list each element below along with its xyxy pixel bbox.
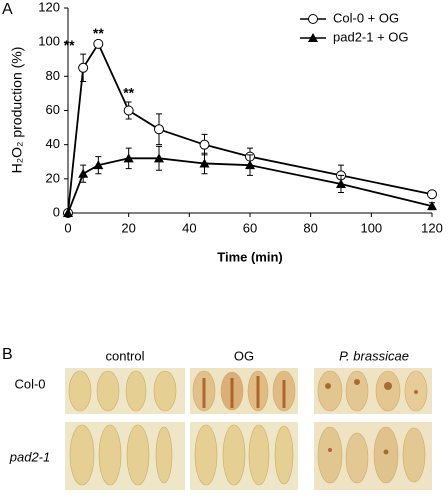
column-header: control xyxy=(105,348,144,363)
x-tick-label: 60 xyxy=(243,220,257,235)
marker xyxy=(245,160,255,170)
y-axis-title: H₂O₂ production (%) xyxy=(9,47,25,174)
column-header: OG xyxy=(234,348,254,363)
y-tick-label: 80 xyxy=(46,68,60,83)
marker xyxy=(154,153,164,163)
y-tick-label: 40 xyxy=(46,136,60,151)
row-label: Col-0 xyxy=(14,376,45,391)
marker xyxy=(123,153,134,163)
legend-label: Col-0 + OG xyxy=(333,10,399,25)
marker xyxy=(63,208,73,217)
y-tick-label: 120 xyxy=(38,0,60,14)
marker xyxy=(93,160,104,170)
y-tick-label: 100 xyxy=(38,34,60,49)
y-tick-label: 0 xyxy=(53,204,60,219)
significance-label: ** xyxy=(64,37,75,53)
marker xyxy=(427,201,437,211)
marker xyxy=(123,105,134,116)
marker xyxy=(93,38,104,49)
x-tick-label: 80 xyxy=(303,220,317,235)
panel-label: A xyxy=(2,1,13,18)
significance-label: ** xyxy=(93,25,104,41)
x-tick-label: 120 xyxy=(421,220,443,235)
marker xyxy=(78,62,89,73)
y-tick-label: 60 xyxy=(46,102,60,117)
x-tick-label: 100 xyxy=(360,220,382,235)
marker xyxy=(154,124,164,135)
marker xyxy=(427,189,437,200)
series-line xyxy=(67,41,433,214)
legend-marker xyxy=(308,33,318,42)
x-tick-label: 40 xyxy=(182,220,196,235)
column-header: P. brassicae xyxy=(339,348,409,363)
row-label: pad2-1 xyxy=(9,449,50,464)
y-tick-label: 20 xyxy=(46,170,60,185)
panel-label: B xyxy=(2,346,13,363)
marker xyxy=(336,178,346,188)
x-axis-title: Time (min) xyxy=(217,249,283,264)
significance-label: ** xyxy=(123,85,134,101)
marker xyxy=(199,139,210,150)
legend-label: pad2-1 + OG xyxy=(333,29,409,44)
x-tick-label: 20 xyxy=(121,220,135,235)
marker xyxy=(78,168,89,178)
legend-marker xyxy=(308,14,318,24)
leaf-images xyxy=(65,368,432,490)
marker xyxy=(199,158,210,168)
x-tick-label: 0 xyxy=(64,220,71,235)
